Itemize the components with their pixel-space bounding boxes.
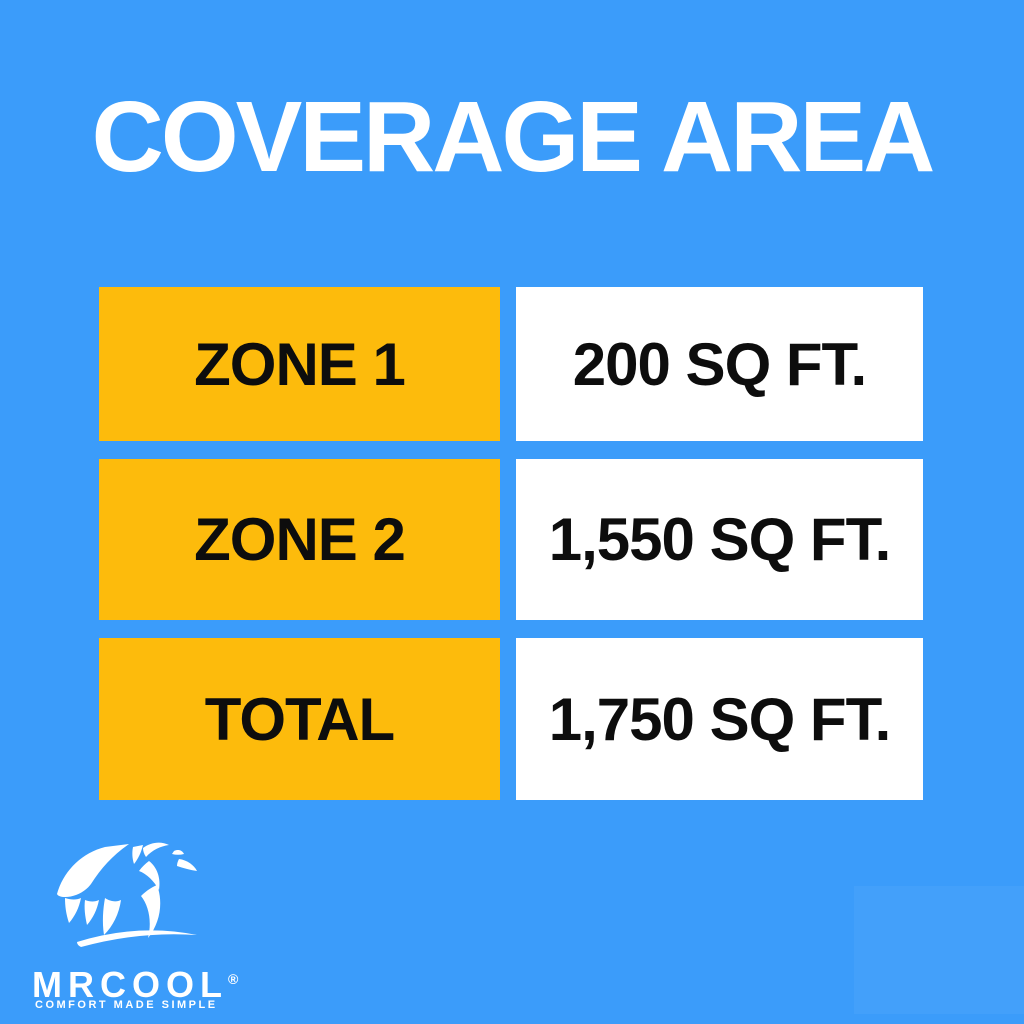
coverage-table: ZONE 1 200 SQ FT. ZONE 2 1,550 SQ FT. TO… (99, 287, 923, 800)
page-title: COVERAGE AREA (91, 81, 936, 193)
brand-wordmark: MRCOOL® (32, 960, 238, 1004)
zone1-value-cell: 200 SQ FT. (516, 287, 923, 441)
polar-bear-icon (57, 842, 197, 947)
brand-tagline: COMFORT MADE SIMPLE (35, 999, 218, 1011)
corner-watermark-overlay (854, 886, 1024, 1014)
zone2-label-cell: ZONE 2 (99, 459, 500, 620)
zone1-label-cell: ZONE 1 (99, 287, 500, 441)
total-label-cell: TOTAL (99, 638, 500, 800)
registered-trademark-symbol: ® (227, 971, 239, 987)
zone2-value-cell: 1,550 SQ FT. (516, 459, 923, 620)
total-value-cell: 1,750 SQ FT. (516, 638, 923, 800)
brand-name: MRCOOL (32, 964, 228, 1005)
